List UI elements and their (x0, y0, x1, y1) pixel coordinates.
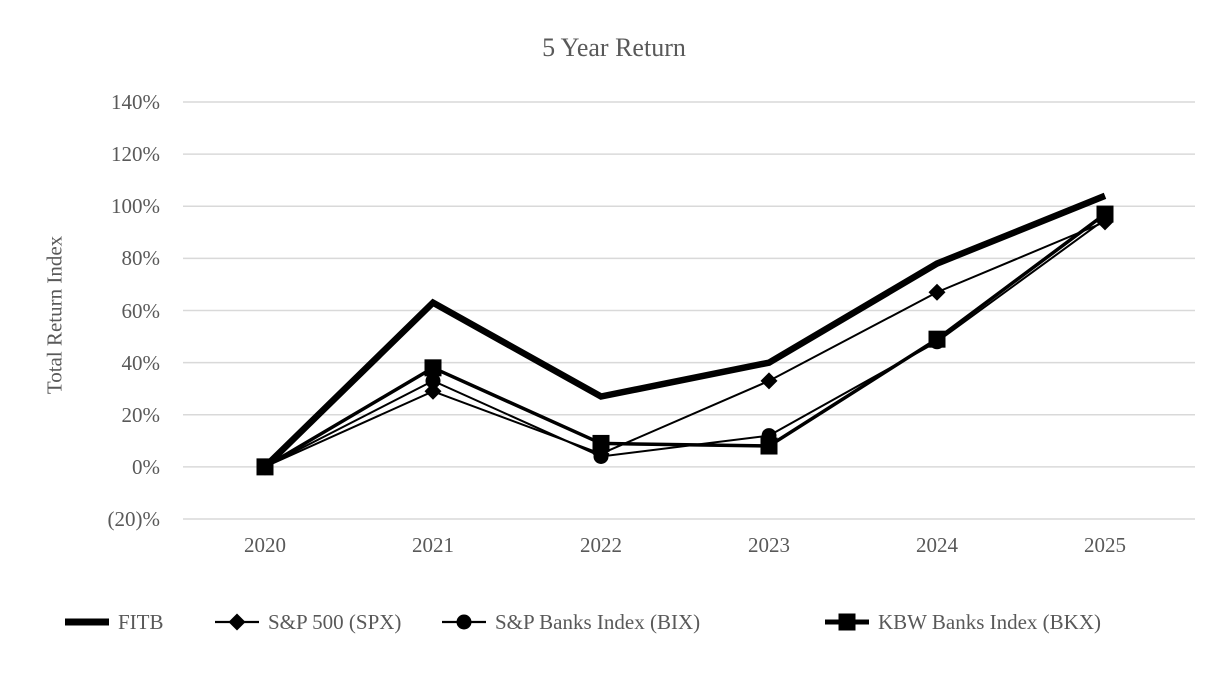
x-tick-label: 2022 (580, 533, 622, 557)
y-tick-label: (20)% (107, 507, 160, 531)
y-tick-label: 120% (111, 142, 160, 167)
legend-item-s-p-500-spx-: S&P 500 (SPX) (214, 608, 401, 636)
y-tick-label: 80% (121, 246, 161, 271)
x-tick-label: 2024 (916, 533, 958, 557)
diamond-legend-swatch-icon (215, 613, 259, 631)
circle-marker-s-p-banks-index-bix- (425, 373, 441, 389)
chart-title: 5 Year Return (542, 33, 686, 62)
y-tick-label: 0% (132, 454, 160, 479)
legend-item-s-p-banks-index-bix-: S&P Banks Index (BIX) (441, 608, 700, 636)
legend-label: FITB (118, 609, 164, 634)
x-tick-label: 2020 (244, 533, 286, 557)
square-marker-kbw-banks-index-bkx- (928, 330, 946, 348)
x-tick-label: 2021 (412, 533, 454, 557)
square-legend-swatch-icon (825, 613, 869, 631)
diamond-marker-s-p-500-spx- (760, 372, 778, 390)
line-legend-swatch-icon (65, 618, 109, 626)
legend-item-fitb: FITB (64, 608, 164, 636)
legend-label: S&P 500 (SPX) (268, 609, 402, 634)
legend-label: KBW Banks Index (BKX) (878, 609, 1102, 634)
y-tick-label: 20% (121, 402, 161, 427)
series-line-s-p-500-spx- (264, 220, 1106, 468)
circle-marker-s-p-banks-index-bix- (593, 448, 609, 464)
square-marker-kbw-banks-index-bkx- (1096, 205, 1114, 223)
y-tick-label: 60% (121, 298, 161, 323)
circle-legend-swatch-icon (442, 614, 486, 630)
series-line-fitb (262, 192, 1107, 470)
square-marker-kbw-banks-index-bkx- (256, 458, 274, 476)
legend-item-kbw-banks-index-bkx-: KBW Banks Index (BKX) (824, 608, 1101, 636)
x-tick-label: 2023 (748, 533, 790, 557)
x-tick-label: 2025 (1084, 533, 1126, 557)
y-tick-label: 140% (111, 90, 160, 114)
y-tick-label: 100% (111, 194, 160, 219)
series-line-kbw-banks-index-bkx- (264, 212, 1107, 469)
square-marker-kbw-banks-index-bkx- (424, 359, 442, 377)
y-tick-label: 40% (121, 350, 161, 375)
legend-label: S&P Banks Index (BIX) (495, 609, 701, 634)
square-marker-kbw-banks-index-bkx- (592, 434, 610, 452)
square-marker-kbw-banks-index-bkx- (760, 437, 778, 455)
diamond-marker-s-p-500-spx- (928, 283, 946, 301)
